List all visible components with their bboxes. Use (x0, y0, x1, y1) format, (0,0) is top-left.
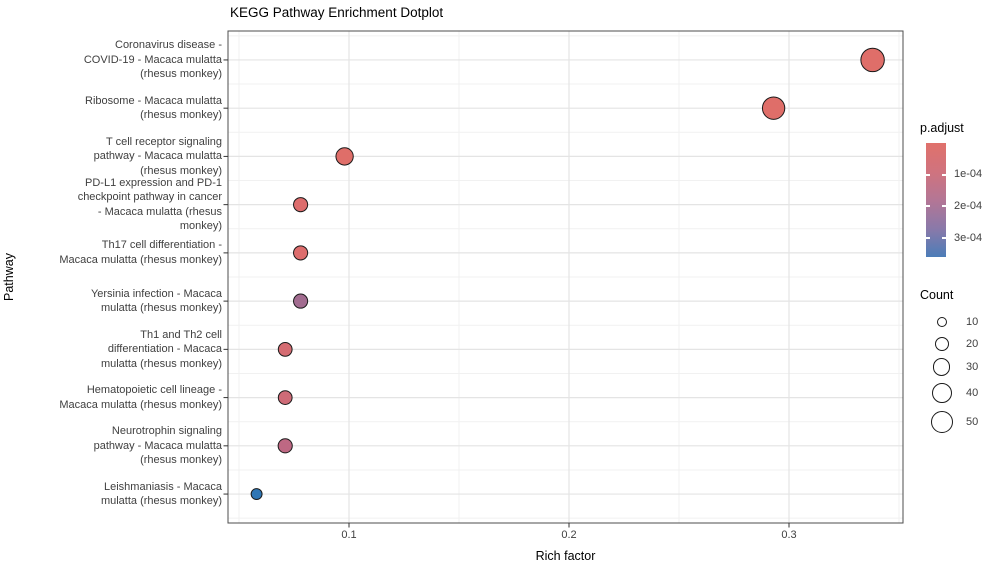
count-key-circle (933, 358, 951, 376)
padjust-tick-label: 3e-04 (954, 231, 983, 244)
y-tick-label: T cell receptor signaling pathway - Maca… (93, 135, 222, 177)
y-tick-label: Yersinia infection - Macaca mulatta (rhe… (90, 287, 222, 315)
y-tick-label: Th1 and Th2 cell differentiation - Macac… (100, 328, 222, 370)
pathway-dot (277, 390, 293, 405)
padjust-legend-title: p.adjust (920, 121, 964, 135)
padjust-gradient-bar (926, 143, 946, 257)
padjust-tick-label: 1e-04 (954, 168, 983, 181)
count-key-circle (931, 383, 952, 403)
x-tick-label: 0.1 (341, 529, 357, 541)
pathway-dot (293, 293, 309, 309)
gradient-tick-mark (942, 205, 946, 208)
count-legend-title: Count (920, 288, 954, 302)
pathway-dot (293, 245, 309, 261)
padjust-tick-label: 2e-04 (954, 199, 983, 212)
pathway-dot (250, 488, 263, 501)
pathway-dot (293, 197, 309, 213)
count-tick-label: 40 (966, 386, 979, 399)
plot-title: KEGG Pathway Enrichment Dotplot (230, 5, 444, 20)
panel-border (227, 30, 904, 524)
pathway-dot (277, 341, 293, 357)
x-tick-label: 0.3 (781, 529, 797, 541)
pathway-dot (761, 96, 786, 120)
gradient-tick-mark (942, 173, 946, 176)
y-tick-label: Neurotrophin signaling pathway - Macaca … (93, 425, 222, 467)
y-tick-label: Coronavirus disease - COVID-19 - Macaca … (83, 39, 222, 81)
x-axis-title: Rich factor (535, 549, 596, 563)
count-key-circle (930, 410, 953, 434)
gradient-tick-mark (942, 237, 946, 239)
count-tick-label: 50 (966, 415, 979, 428)
count-tick-label: 20 (966, 337, 979, 350)
y-tick-label: Leishmaniasis - Macaca mulatta (rhesus m… (100, 480, 222, 508)
gradient-tick-mark (926, 237, 930, 239)
pathway-dot (860, 47, 885, 73)
count-key-circle (936, 317, 947, 327)
y-tick-label: Hematopoietic cell lineage - Macaca mula… (59, 384, 222, 411)
count-tick-label: 30 (966, 360, 979, 373)
pathway-dot (335, 147, 354, 166)
y-tick-label: Ribosome - Macaca mulatta (rhesus monkey… (85, 94, 222, 122)
gradient-tick-mark (926, 173, 930, 176)
pathway-dot (277, 438, 293, 454)
count-key-circle (934, 336, 949, 352)
x-tick-label: 0.2 (561, 529, 577, 541)
count-tick-label: 10 (966, 315, 979, 328)
y-tick-label: PD-L1 expression and PD-1 checkpoint pat… (77, 176, 222, 233)
gradient-tick-mark (926, 205, 930, 208)
y-tick-label: Th17 cell differentiation - Macaca mulat… (59, 239, 222, 266)
